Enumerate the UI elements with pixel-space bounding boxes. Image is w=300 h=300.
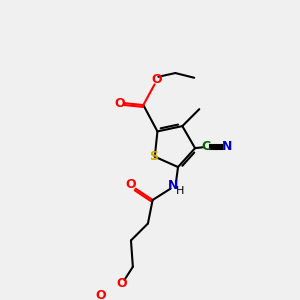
- Text: O: O: [95, 290, 106, 300]
- Text: O: O: [115, 97, 125, 110]
- Text: C: C: [202, 140, 211, 153]
- Text: O: O: [116, 277, 127, 290]
- Text: S: S: [149, 150, 158, 163]
- Text: N: N: [222, 140, 232, 153]
- Text: O: O: [151, 73, 162, 86]
- Text: O: O: [126, 178, 136, 191]
- Text: N: N: [168, 179, 178, 192]
- Text: H: H: [176, 186, 184, 196]
